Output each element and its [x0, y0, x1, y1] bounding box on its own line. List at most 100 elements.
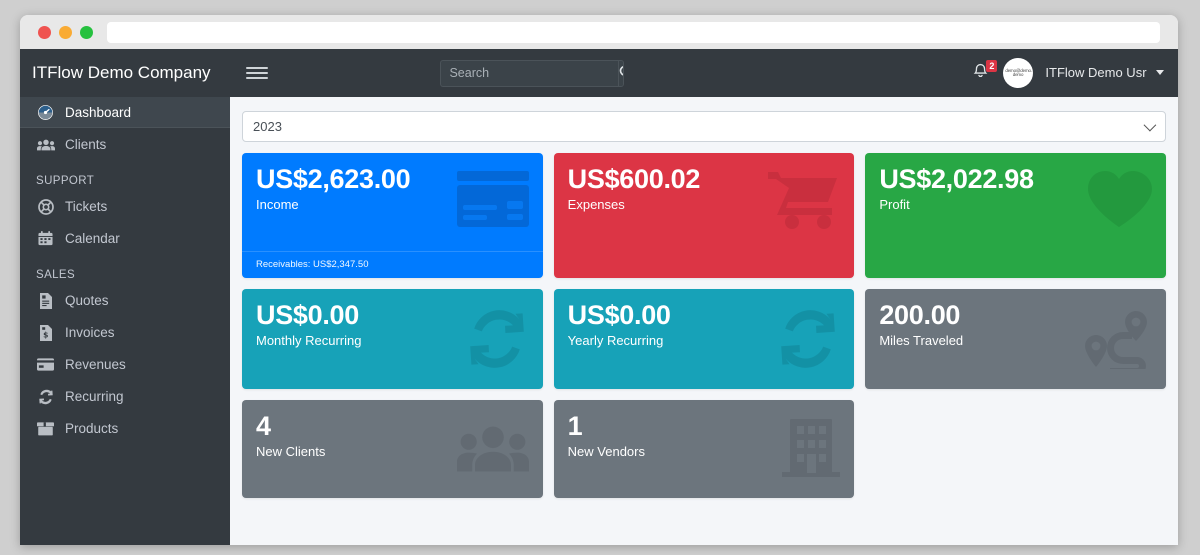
sidebar-item-label: Products	[65, 421, 119, 436]
stat-card-monthly-recurring[interactable]: US$0.00 Monthly Recurring	[242, 289, 543, 389]
close-window-button[interactable]	[38, 25, 51, 39]
url-bar[interactable]	[107, 21, 1160, 43]
card-body: US$2,623.00 Income	[242, 153, 543, 223]
card-label: Profit	[879, 197, 910, 213]
app-viewport: ITFlow Demo Company Dashboard	[20, 49, 1178, 545]
sync-icon	[465, 307, 529, 371]
sync-icon	[776, 307, 840, 371]
top-navbar: 2 demo@demo. demo ITFlow Demo Usr	[230, 49, 1178, 97]
notifications-button[interactable]: 2	[969, 60, 998, 84]
card-label: Miles Traveled	[879, 333, 964, 349]
sidebar-item-clients[interactable]: Clients	[28, 129, 222, 160]
search-button[interactable]	[618, 60, 624, 86]
card-label: New Vendors	[567, 444, 645, 460]
card-label: Yearly Recurring	[567, 333, 664, 349]
stat-card-new-vendors[interactable]: 1 New Vendors	[553, 400, 855, 498]
hamburger-icon[interactable]	[246, 62, 268, 84]
svg-text:$: $	[43, 330, 48, 339]
sidebar-group-sales: SALES	[36, 269, 76, 281]
sidebar-group-support: SUPPORT	[36, 175, 95, 187]
notification-count-badge: 2	[986, 60, 998, 72]
card-body: 200.00 Miles Traveled	[865, 289, 1166, 359]
minimize-window-button[interactable]	[59, 25, 72, 39]
stat-card-miles-traveled[interactable]: 200.00 Miles Traveled	[865, 289, 1167, 389]
card-value: US$2,022.98	[879, 164, 1034, 194]
box-icon	[36, 420, 55, 437]
users-icon	[36, 136, 55, 153]
sidebar-item-tickets[interactable]: Tickets	[28, 191, 222, 222]
card-value: 1	[567, 411, 583, 441]
stat-card-profit[interactable]: US$2,022.98 Profit	[865, 153, 1167, 278]
browser-chrome-bar	[20, 15, 1178, 49]
sidebar-item-invoices[interactable]: $ Invoices	[28, 317, 222, 348]
sidebar-item-label: Quotes	[65, 293, 109, 308]
card-label: New Clients	[256, 444, 326, 460]
navbar-right: 2 demo@demo. demo ITFlow Demo Usr	[969, 58, 1164, 88]
card-value: US$0.00	[567, 300, 671, 330]
brand-title[interactable]: ITFlow Demo Company	[32, 63, 211, 82]
building-icon	[782, 419, 841, 479]
card-value: US$600.02	[567, 164, 701, 194]
card-label: Monthly Recurring	[256, 333, 362, 349]
stat-card-income[interactable]: US$2,623.00 Income Receivables: US$2,347…	[242, 153, 543, 278]
search-form	[440, 59, 625, 87]
card-body: US$0.00 Monthly Recurring	[242, 289, 543, 359]
sidebar-nav: Dashboard Clients	[20, 97, 230, 444]
sidebar-item-quotes[interactable]: Quotes	[28, 285, 222, 316]
card-label: Expenses	[567, 197, 625, 213]
heart-icon	[1086, 169, 1153, 229]
browser-window: ITFlow Demo Company Dashboard	[20, 15, 1178, 545]
year-filter-value: 2023	[253, 119, 282, 134]
stat-card-row-3: 4 New Clients	[242, 400, 1166, 498]
sidebar-item-label: Dashboard	[65, 104, 132, 120]
user-menu-label: ITFlow Demo Usr	[1045, 65, 1147, 80]
sidebar-item-dashboard[interactable]: Dashboard	[20, 97, 230, 128]
bell-icon	[973, 63, 988, 84]
empty-grid-slot	[865, 400, 1166, 498]
card-body: 4 New Clients	[242, 400, 543, 470]
sidebar-item-calendar[interactable]: Calendar	[28, 223, 222, 254]
stat-card-new-clients[interactable]: 4 New Clients	[242, 400, 543, 498]
avatar-line-1: demo@demo.	[1005, 67, 1032, 73]
card-value: US$2,623.00	[256, 164, 411, 194]
main-content: 2023 US$2,623.00 Income Receivables: US$…	[230, 97, 1178, 545]
caret-down-icon	[1155, 70, 1164, 76]
card-footer: Receivables: US$2,347.50	[242, 251, 543, 276]
stat-card-yearly-recurring[interactable]: US$0.00 Yearly Recurring	[553, 289, 855, 389]
chevron-down-icon	[1143, 118, 1157, 132]
content-wrapper: 2 demo@demo. demo ITFlow Demo Usr 2023	[230, 49, 1178, 545]
card-label: Income	[256, 197, 299, 213]
credit-card-icon	[456, 171, 529, 227]
card-body: US$2,022.98 Profit	[865, 153, 1166, 223]
card-body: 1 New Vendors	[554, 400, 855, 470]
sidebar-item-label: Recurring	[65, 389, 124, 404]
stat-card-row-1: US$2,623.00 Income Receivables: US$2,347…	[242, 153, 1167, 278]
sidebar-item-revenues[interactable]: Revenues	[28, 349, 222, 380]
credit-card-icon	[36, 356, 55, 373]
avatar-line-2: demo	[1013, 71, 1024, 78]
gauge-icon	[36, 104, 55, 121]
avatar[interactable]: demo@demo. demo	[1003, 58, 1034, 88]
stat-card-expenses[interactable]: US$600.02 Expenses	[553, 153, 855, 278]
card-value: US$0.00	[256, 300, 359, 330]
users-icon	[456, 422, 529, 476]
sidebar-item-label: Revenues	[65, 357, 126, 372]
year-filter-select[interactable]: 2023	[242, 111, 1166, 142]
sidebar: ITFlow Demo Company Dashboard	[20, 49, 230, 545]
sidebar-item-recurring[interactable]: Recurring	[28, 381, 222, 412]
sidebar-item-products[interactable]: Products	[28, 413, 222, 444]
shopping-cart-icon	[768, 168, 840, 230]
file-dollar-icon: $	[36, 324, 55, 341]
file-invoice-icon	[36, 292, 55, 309]
search-icon	[619, 65, 624, 82]
sidebar-item-label: Invoices	[65, 325, 115, 340]
calendar-icon	[36, 230, 55, 247]
sidebar-item-label: Calendar	[65, 231, 120, 246]
sync-icon	[36, 388, 55, 405]
sidebar-item-label: Clients	[65, 137, 107, 152]
user-menu[interactable]: ITFlow Demo Usr	[1045, 64, 1164, 82]
maximize-window-button[interactable]	[80, 25, 93, 39]
card-value: 200.00	[879, 300, 961, 330]
search-input[interactable]	[441, 60, 619, 86]
sidebar-item-label: Tickets	[65, 199, 108, 214]
